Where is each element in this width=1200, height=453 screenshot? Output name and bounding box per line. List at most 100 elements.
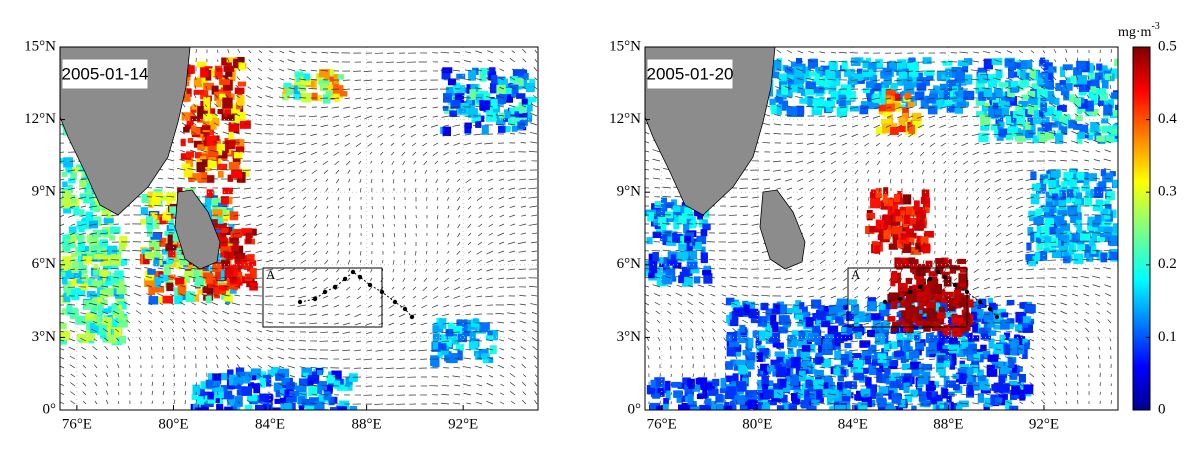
- chlorophyll-patch: [813, 335, 819, 341]
- track-point: [333, 285, 337, 289]
- chlorophyll-patch: [855, 332, 862, 339]
- chlorophyll-patch: [899, 72, 908, 79]
- chlorophyll-patch: [917, 291, 927, 301]
- track-point: [323, 290, 327, 294]
- chlorophyll-patch: [218, 109, 224, 114]
- track-point: [351, 270, 355, 274]
- chlorophyll-patch: [1088, 73, 1095, 79]
- chlorophyll-patch: [748, 338, 753, 348]
- chlorophyll-patch: [875, 333, 885, 344]
- chlorophyll-patch: [255, 405, 264, 414]
- chlorophyll-patch: [221, 228, 228, 233]
- chlorophyll-patch: [94, 254, 103, 260]
- chlorophyll-patch: [286, 89, 292, 95]
- chlorophyll-patch: [842, 396, 850, 401]
- chlorophyll-patch: [1021, 61, 1028, 69]
- chlorophyll-patch: [306, 412, 313, 419]
- chlorophyll-patch: [780, 379, 787, 388]
- chlorophyll-patch: [110, 255, 121, 266]
- chlorophyll-patch: [950, 265, 956, 274]
- chlorophyll-patch: [766, 328, 772, 337]
- chlorophyll-patch: [183, 127, 190, 133]
- chlorophyll-patch: [63, 190, 71, 199]
- chlorophyll-patch: [234, 152, 243, 158]
- chlorophyll-patch: [678, 404, 685, 409]
- y-tick-label: 12°N: [24, 111, 56, 127]
- chlorophyll-patch: [79, 179, 86, 187]
- chlorophyll-patch: [980, 345, 986, 351]
- chlorophyll-patch: [236, 95, 244, 106]
- chlorophyll-patch: [832, 61, 837, 70]
- chlorophyll-patch: [306, 413, 314, 419]
- chlorophyll-patch: [287, 413, 297, 421]
- chlorophyll-patch: [154, 220, 159, 229]
- chlorophyll-patch: [993, 344, 1003, 354]
- chlorophyll-patch: [909, 67, 918, 77]
- chlorophyll-patch: [303, 410, 314, 419]
- chlorophyll-patch: [733, 373, 739, 381]
- chlorophyll-patch: [84, 194, 94, 204]
- chlorophyll-patch: [943, 325, 951, 336]
- chlorophyll-patch: [482, 125, 489, 135]
- chlorophyll-patch: [699, 405, 709, 410]
- chlorophyll-patch: [883, 194, 888, 203]
- chlorophyll-patch: [169, 206, 176, 213]
- chlorophyll-patch: [443, 106, 449, 111]
- chlorophyll-patch: [71, 289, 79, 300]
- chlorophyll-patch: [216, 404, 223, 412]
- chlorophyll-patch: [1027, 91, 1035, 97]
- chlorophyll-patch: [954, 290, 960, 301]
- track-point: [358, 275, 362, 279]
- chlorophyll-patch: [62, 181, 67, 187]
- chlorophyll-patch: [916, 220, 921, 231]
- chlorophyll-patch: [824, 101, 835, 108]
- chlorophyll-patch: [316, 414, 325, 420]
- chlorophyll-patch: [979, 328, 987, 334]
- y-tick-label: 3°N: [32, 329, 56, 345]
- chlorophyll-patch: [837, 382, 842, 389]
- chlorophyll-patch: [286, 417, 293, 426]
- chlorophyll-patch: [208, 160, 217, 168]
- chlorophyll-patch: [646, 237, 652, 244]
- chlorophyll-patch: [773, 389, 783, 398]
- chlorophyll-patch: [349, 373, 358, 382]
- chlorophyll-patch: [245, 372, 252, 381]
- chlorophyll-patch: [957, 259, 966, 264]
- chlorophyll-patch: [233, 412, 240, 417]
- chlorophyll-patch: [883, 230, 890, 239]
- chlorophyll-patch: [1008, 126, 1018, 132]
- chlorophyll-patch: [973, 382, 979, 391]
- chlorophyll-patch: [163, 296, 174, 304]
- chlorophyll-patch: [236, 415, 243, 426]
- chlorophyll-patch: [280, 403, 291, 413]
- chlorophyll-patch: [1002, 108, 1009, 115]
- chlorophyll-patch: [222, 97, 232, 108]
- chlorophyll-patch: [891, 301, 897, 309]
- chlorophyll-patch: [218, 171, 224, 178]
- chlorophyll-patch: [505, 111, 511, 118]
- chlorophyll-patch: [197, 396, 204, 404]
- chlorophyll-patch: [1000, 366, 1010, 374]
- chlorophyll-patch: [779, 74, 787, 82]
- chlorophyll-patch: [479, 71, 486, 81]
- chlorophyll-patch: [1095, 73, 1103, 80]
- chlorophyll-patch: [275, 399, 281, 404]
- chlorophyll-patch: [999, 335, 1005, 343]
- chlorophyll-patch: [1004, 345, 1010, 356]
- chlorophyll-patch: [229, 123, 239, 131]
- chlorophyll-patch: [1011, 385, 1020, 395]
- chlorophyll-patch: [853, 360, 863, 368]
- chlorophyll-patch: [1007, 300, 1015, 305]
- chlorophyll-patch: [338, 74, 344, 79]
- chlorophyll-patch: [168, 250, 175, 257]
- chlorophyll-patch: [92, 280, 102, 287]
- chlorophyll-patch: [837, 298, 848, 304]
- chlorophyll-patch: [868, 347, 875, 354]
- chlorophyll-patch: [866, 213, 875, 219]
- chlorophyll-patch: [1102, 126, 1112, 134]
- chlorophyll-patch: [188, 138, 194, 143]
- chlorophyll-patch: [324, 391, 331, 400]
- chlorophyll-patch: [194, 417, 205, 426]
- chlorophyll-patch: [672, 233, 677, 243]
- chlorophyll-patch: [245, 274, 253, 281]
